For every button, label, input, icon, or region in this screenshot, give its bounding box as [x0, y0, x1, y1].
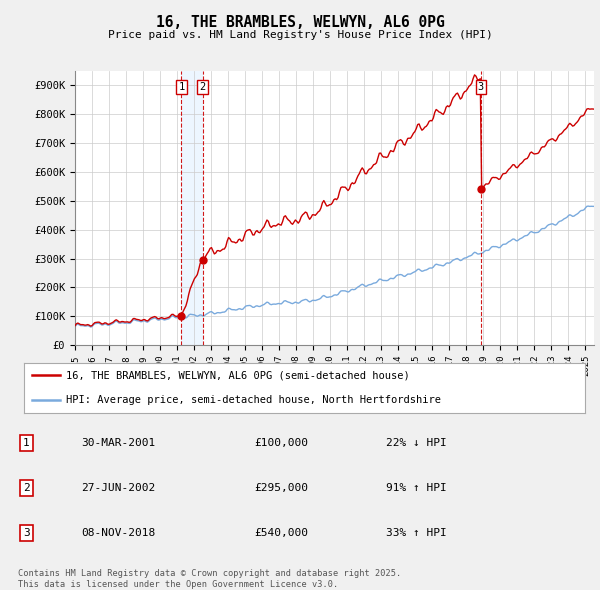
Text: 27-JUN-2002: 27-JUN-2002	[81, 483, 155, 493]
Text: 2: 2	[199, 82, 206, 92]
Text: 33% ↑ HPI: 33% ↑ HPI	[386, 528, 447, 538]
Text: 1: 1	[178, 82, 184, 92]
Text: £100,000: £100,000	[254, 438, 308, 448]
Text: 16, THE BRAMBLES, WELWYN, AL6 0PG: 16, THE BRAMBLES, WELWYN, AL6 0PG	[155, 15, 445, 30]
Text: HPI: Average price, semi-detached house, North Hertfordshire: HPI: Average price, semi-detached house,…	[66, 395, 441, 405]
Text: 1: 1	[23, 438, 30, 448]
Text: 2: 2	[23, 483, 30, 493]
Text: 08-NOV-2018: 08-NOV-2018	[81, 528, 155, 538]
Text: 22% ↓ HPI: 22% ↓ HPI	[386, 438, 447, 448]
Text: £540,000: £540,000	[254, 528, 308, 538]
Text: 3: 3	[23, 528, 30, 538]
Text: 30-MAR-2001: 30-MAR-2001	[81, 438, 155, 448]
Text: 16, THE BRAMBLES, WELWYN, AL6 0PG (semi-detached house): 16, THE BRAMBLES, WELWYN, AL6 0PG (semi-…	[66, 371, 410, 381]
Text: 91% ↑ HPI: 91% ↑ HPI	[386, 483, 447, 493]
Text: Contains HM Land Registry data © Crown copyright and database right 2025.
This d: Contains HM Land Registry data © Crown c…	[18, 569, 401, 589]
Text: Price paid vs. HM Land Registry's House Price Index (HPI): Price paid vs. HM Land Registry's House …	[107, 30, 493, 40]
Bar	[181, 71, 203, 345]
Text: £295,000: £295,000	[254, 483, 308, 493]
Text: 3: 3	[478, 82, 484, 92]
